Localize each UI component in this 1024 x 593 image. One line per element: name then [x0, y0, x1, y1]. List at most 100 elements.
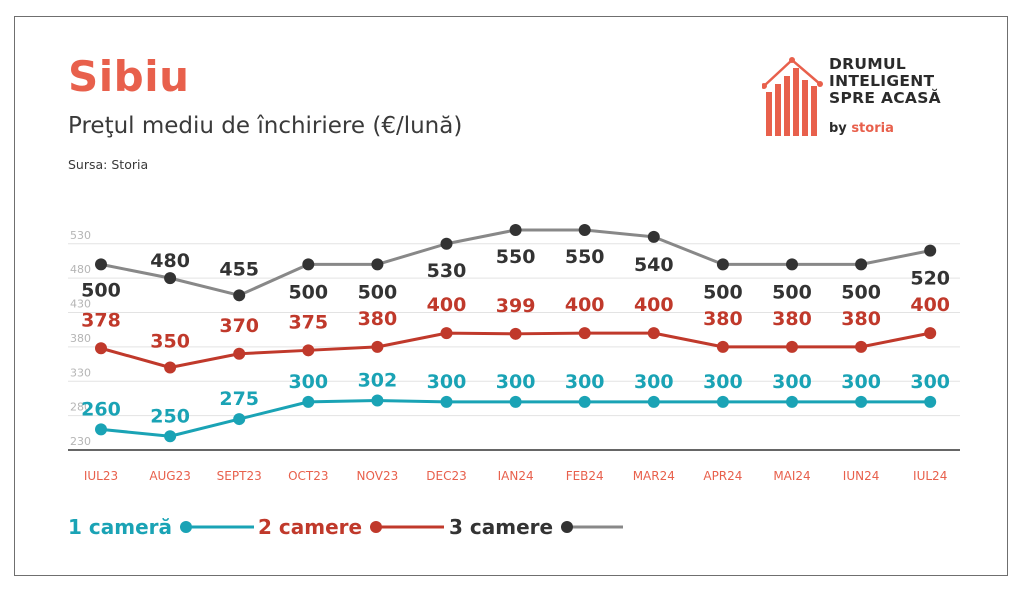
- data-point-2-camere-aug23: [164, 361, 177, 374]
- data-point-1-camera-oct23: [302, 395, 315, 408]
- data-point-2-camere-dec23: [440, 327, 453, 340]
- data-point-2-camere-oct23: [302, 344, 315, 357]
- data-point-3-camere-ian24: [509, 224, 522, 236]
- brand-by-text: by: [829, 121, 852, 136]
- data-label-2-camere-iul23: 378: [81, 309, 121, 331]
- data-point-1-camera-ian24: [509, 395, 522, 408]
- data-point-3-camere-iul24: [924, 244, 937, 257]
- house-chart-logo-icon: [761, 57, 823, 136]
- x-tick-label-mai24: MAI24: [773, 469, 810, 483]
- data-label-2-camere-iul24: 400: [910, 294, 950, 316]
- y-tick-label-430: 430: [70, 298, 91, 311]
- x-tick-label-feb24: FEB24: [566, 469, 604, 483]
- x-tick-label-mar24: MAR24: [633, 469, 675, 483]
- x-tick-label-nov23: NOV23: [357, 469, 399, 483]
- data-point-3-camere-iun24: [855, 258, 868, 271]
- data-point-1-camera-feb24: [578, 395, 591, 408]
- source-note: Sursa: Storia: [68, 157, 149, 172]
- data-point-3-camere-apr24: [716, 258, 729, 271]
- x-tick-label-oct23: OCT23: [288, 469, 328, 483]
- legend-marker-2-camere: [370, 521, 445, 533]
- data-point-2-camere-nov23: [371, 340, 384, 353]
- data-point-1-camera-iul23: [95, 423, 107, 436]
- data-label-2-camere-dec23: 400: [427, 294, 467, 316]
- data-label-3-camere-aug23: 480: [150, 250, 190, 272]
- chart-subtitle: Preţul mediu de închiriere (€/lună): [68, 113, 463, 139]
- data-label-2-camere-oct23: 375: [288, 311, 328, 333]
- data-label-1-camera-mai24: 300: [772, 371, 812, 393]
- data-point-1-camera-dec23: [440, 395, 453, 408]
- data-label-3-camere-iul24: 520: [910, 268, 950, 290]
- data-label-2-camere-ian24: 399: [496, 295, 536, 317]
- x-tick-label-iun24: IUN24: [843, 469, 880, 483]
- x-tick-label-apr24: APR24: [703, 469, 742, 483]
- legend-item-2-camere: 2 camere: [258, 512, 445, 542]
- data-point-2-camere-ian24: [509, 327, 522, 340]
- data-label-1-camera-oct23: 300: [288, 371, 328, 393]
- data-label-2-camere-mai24: 380: [772, 308, 812, 330]
- data-label-2-camere-nov23: 380: [358, 308, 398, 330]
- x-tick-label-ian24: IAN24: [498, 469, 534, 483]
- data-label-2-camere-feb24: 400: [565, 294, 605, 316]
- y-tick-label-380: 380: [70, 332, 91, 345]
- data-point-3-camere-mar24: [647, 230, 660, 243]
- data-label-3-camere-nov23: 500: [358, 281, 398, 303]
- data-label-3-camere-apr24: 500: [703, 281, 743, 303]
- data-point-1-camera-apr24: [716, 395, 729, 408]
- data-point-3-camere-sept23: [233, 289, 246, 302]
- data-label-1-camera-sept23: 275: [219, 388, 259, 410]
- data-label-1-camera-nov23: 302: [358, 370, 398, 392]
- data-label-1-camera-iul24: 300: [910, 371, 950, 393]
- data-label-3-camere-oct23: 500: [288, 281, 328, 303]
- data-point-2-camere-iul23: [95, 342, 107, 355]
- data-label-1-camera-ian24: 300: [496, 371, 536, 393]
- data-point-1-camera-iul24: [924, 395, 937, 408]
- x-tick-label-iul24: IUL24: [913, 469, 947, 483]
- legend-item-1-camera: 1 cameră: [68, 512, 254, 542]
- data-label-2-camere-sept23: 370: [219, 315, 259, 337]
- data-label-3-camere-iun24: 500: [841, 281, 881, 303]
- data-label-3-camere-mar24: 540: [634, 254, 674, 276]
- data-point-1-camera-sept23: [233, 413, 246, 426]
- data-point-3-camere-oct23: [302, 258, 315, 271]
- data-point-3-camere-mai24: [786, 258, 798, 271]
- brand-logo: DRUMUL INTELIGENT SPRE ACASĂ by storia: [761, 56, 962, 142]
- data-label-1-camera-dec23: 300: [427, 371, 467, 393]
- chart-frame: [14, 16, 1008, 576]
- data-point-2-camere-mar24: [647, 327, 660, 340]
- data-label-3-camere-sept23: 455: [219, 258, 259, 280]
- legend-item-3-camere: 3 camere: [449, 512, 624, 542]
- data-label-1-camera-mar24: 300: [634, 371, 674, 393]
- legend-marker-3-camere: [561, 521, 624, 533]
- data-label-2-camere-iun24: 380: [841, 308, 881, 330]
- y-tick-label-230: 230: [70, 435, 91, 448]
- brand-line-2: INTELIGENT: [829, 72, 935, 90]
- data-label-3-camere-dec23: 530: [427, 260, 467, 282]
- data-label-2-camere-mar24: 400: [634, 294, 674, 316]
- brand-storia: storia: [851, 121, 894, 136]
- data-label-1-camera-apr24: 300: [703, 371, 743, 393]
- y-tick-label-530: 530: [70, 229, 91, 242]
- data-label-3-camere-iul23: 500: [81, 279, 121, 301]
- data-point-1-camera-aug23: [164, 430, 177, 443]
- legend-label-1-camera: 1 cameră: [68, 515, 172, 539]
- y-tick-label-480: 480: [70, 263, 91, 276]
- data-point-1-camera-nov23: [371, 394, 384, 407]
- data-label-2-camere-aug23: 350: [150, 331, 190, 353]
- data-label-1-camera-iul23: 260: [81, 398, 121, 420]
- data-point-2-camere-mai24: [786, 340, 798, 353]
- data-point-3-camere-feb24: [578, 224, 591, 236]
- data-label-2-camere-apr24: 380: [703, 308, 743, 330]
- chart-title: Sibiu: [68, 52, 190, 101]
- data-point-1-camera-mar24: [647, 395, 660, 408]
- data-point-3-camere-aug23: [164, 272, 177, 285]
- data-point-2-camere-iun24: [855, 340, 868, 353]
- y-tick-label-280: 280: [70, 401, 91, 414]
- legend-marker-1-camera: [180, 521, 254, 533]
- data-point-3-camere-nov23: [371, 258, 384, 271]
- data-label-3-camere-mai24: 500: [772, 281, 812, 303]
- data-label-1-camera-iun24: 300: [841, 371, 881, 393]
- data-point-1-camera-iun24: [855, 395, 868, 408]
- data-label-3-camere-feb24: 550: [565, 246, 605, 268]
